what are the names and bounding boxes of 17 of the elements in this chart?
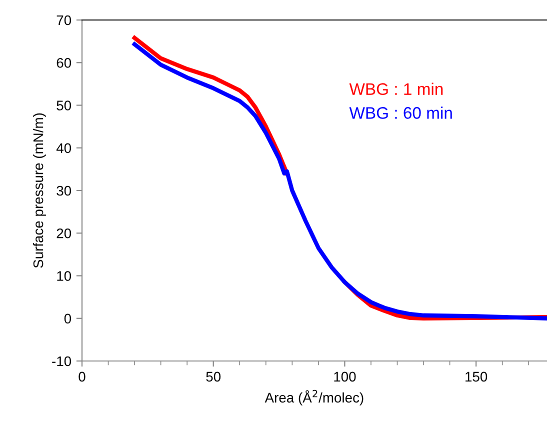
y-tick-label: -10 (52, 356, 72, 366)
x-tick-label: 100 (334, 372, 356, 382)
y-tick-label: 70 (56, 15, 72, 26)
text: WBG : 1 min (349, 82, 443, 95)
text: WBG : 60 min (349, 106, 452, 119)
x-tick-label: 50 (206, 372, 221, 382)
y-tick-label: 0 (64, 314, 72, 324)
y-tick-label: 40 (56, 143, 72, 154)
y-axis-title: Surface pressure (mN/m) (33, 113, 46, 268)
x-tick-label: 0 (78, 372, 86, 382)
y-tick-label: 50 (56, 100, 72, 110)
y-tick-label: 20 (56, 228, 72, 238)
y-tick-label: 10 (57, 271, 72, 281)
x-tick-label: 150 (466, 372, 488, 382)
y-tick-label: 30 (56, 186, 72, 196)
y-tick-label: 60 (56, 58, 72, 68)
x-axis-title: Area (Å$^{2}$/molec) (264, 390, 364, 406)
